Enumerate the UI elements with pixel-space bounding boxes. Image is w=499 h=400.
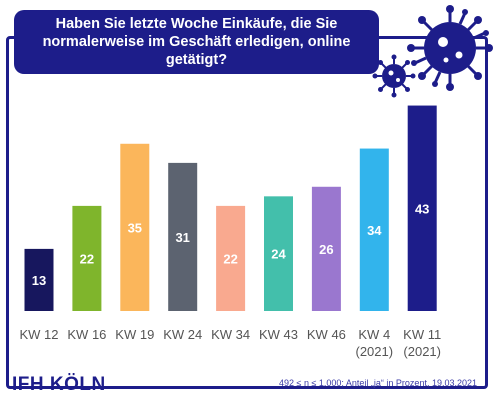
x-tick-label-0: KW 12 — [19, 327, 58, 342]
x-tick-label-5: KW 43 — [259, 327, 298, 342]
x-tick-label-3: KW 24 — [163, 327, 202, 342]
data-label-4: 22 — [223, 251, 237, 266]
x-tick-label-7: KW 4 — [358, 327, 390, 342]
data-label-6: 26 — [319, 242, 333, 257]
bar-1 — [72, 205, 102, 311]
x-tick-label-1: KW 16 — [67, 327, 106, 342]
bar-4 — [216, 205, 246, 311]
bar-7 — [359, 148, 389, 311]
footnote: 492 ≤ n ≤ 1.000; Anteil „ja“ in Prozent,… — [278, 378, 477, 388]
x-tick-label-8: KW 11 — [403, 327, 441, 342]
virus-small-icon — [372, 54, 416, 98]
x-tick-label-6: KW 46 — [307, 327, 346, 342]
x-tick-label-2: KW 19 — [115, 327, 154, 342]
ifh-logo: IFH KÖLN — [12, 374, 106, 395]
data-label-7: 34 — [367, 223, 382, 238]
bar-3 — [168, 162, 198, 311]
bar-6 — [311, 186, 341, 311]
bar-0 — [24, 248, 54, 311]
chart-title: Haben Sie letzte Woche Einkäufe, die Sie… — [14, 10, 379, 74]
bar-8 — [407, 105, 437, 311]
data-label-3: 31 — [175, 230, 189, 245]
data-label-5: 24 — [271, 247, 286, 262]
x-tick-label-4: KW 34 — [211, 327, 250, 342]
virus-large-icon — [407, 5, 493, 91]
bar-5 — [264, 196, 293, 311]
data-label-2: 35 — [128, 220, 142, 235]
x-tick-label-8-line2: (2021) — [403, 344, 441, 359]
x-tick-label-7-line2: (2021) — [356, 344, 394, 359]
data-label-8: 43 — [415, 201, 429, 216]
data-label-1: 22 — [80, 251, 94, 266]
bar-2 — [120, 143, 150, 311]
data-label-0: 13 — [32, 273, 46, 288]
